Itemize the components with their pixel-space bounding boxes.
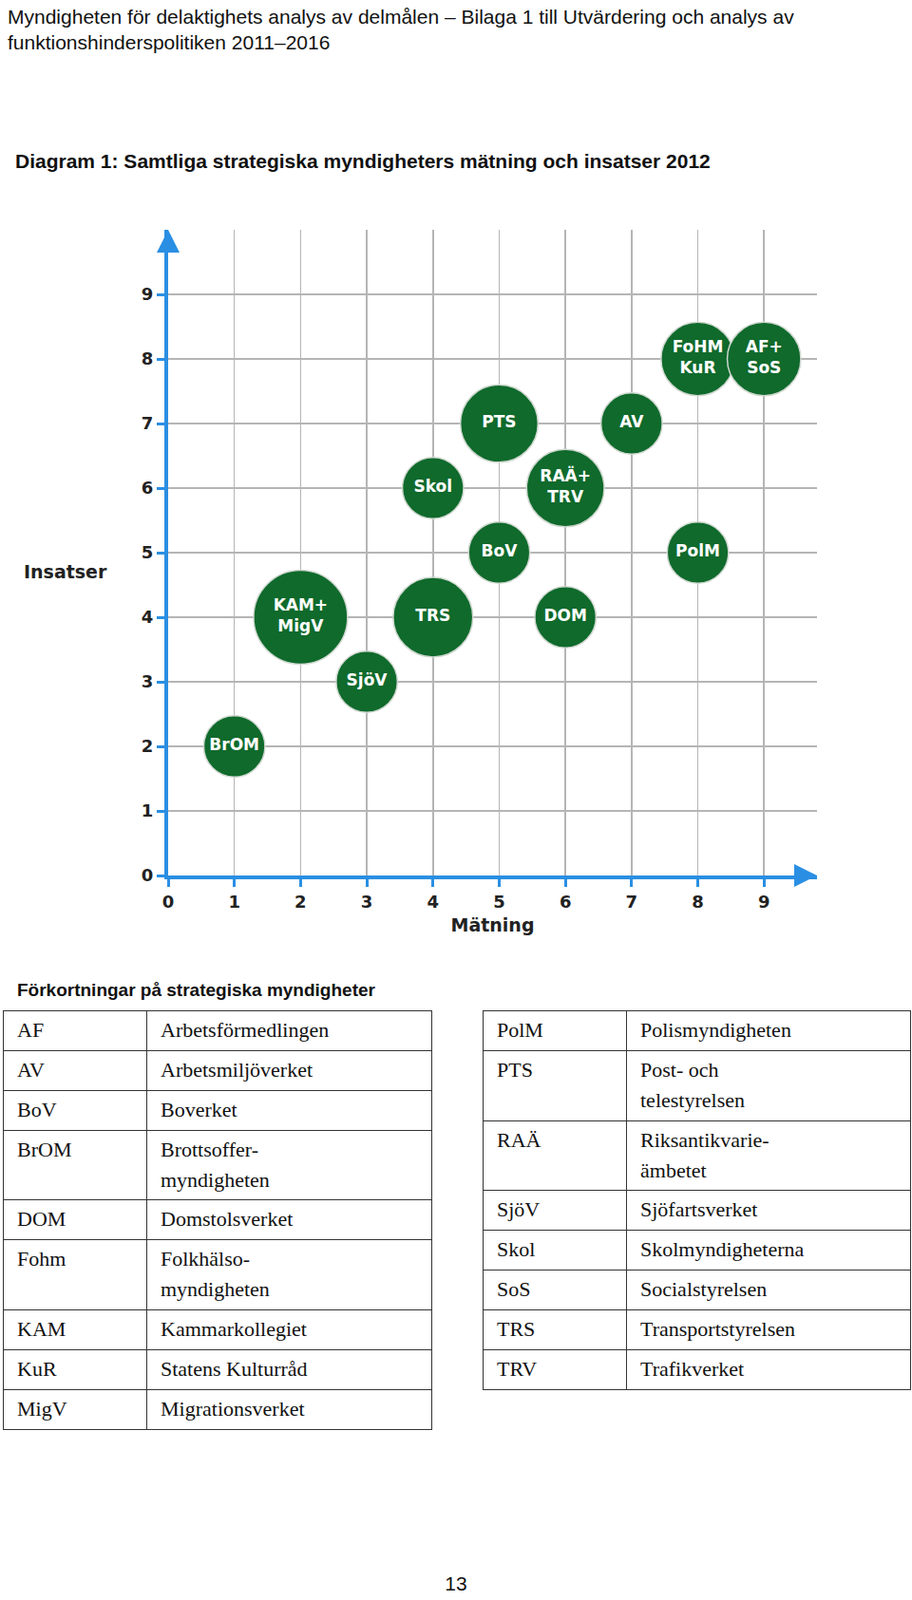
svg-text:AF+SoS: AF+SoS [745,337,783,378]
svg-text:PTS: PTS [481,412,516,432]
html-text:Sjöfartsverket: Sjöfartsverket [640,1198,758,1223]
html-text:Transportstyrelsen: Transportstyrelsen [640,1317,796,1342]
html-text:Boverket: Boverket [160,1098,238,1122]
svg-text:DOM: DOM [543,606,587,626]
html-text:Brottsoffer- myndigheten: Brottsoffer- myndigheten [160,1137,270,1192]
svg-text:8: 8 [691,892,704,912]
svg-text:2: 2 [141,736,154,757]
svg-text:7: 7 [141,413,154,434]
svg-text:Mätning: Mätning [451,914,535,936]
html-text:RAÄ: RAÄ [496,1128,542,1153]
svg-text:6: 6 [141,477,154,498]
html-text:Post- och telestyrelsen: Post- och telestyrelsen [640,1058,745,1113]
html-text:AF: AF [17,1018,44,1043]
svg-text:5: 5 [493,892,506,912]
svg-text:5: 5 [141,542,154,563]
svg-text:KAM+MigV: KAM+MigV [273,595,329,636]
html-text:Skol: Skol [496,1238,536,1262]
svg-text:3: 3 [361,892,374,912]
html-text:PolM: PolM [496,1018,544,1043]
svg-text:TRS: TRS [415,606,451,626]
html-text:SjöV: SjöV [496,1198,540,1223]
html-text:Myndigheten för delaktighets a: Myndigheten för delaktighets analys av d… [7,5,794,54]
html-text:TRV: TRV [496,1357,538,1382]
svg-text:AV: AV [619,412,645,432]
html-text:KuR: KuR [17,1357,57,1382]
html-text:Folkhälso- myndigheten: Folkhälso- myndigheten [160,1247,270,1302]
svg-text:FoHMKuR: FoHMKuR [672,337,724,378]
html-text:DOM: DOM [17,1207,66,1232]
svg-text:0: 0 [141,865,154,886]
svg-text:3: 3 [141,671,154,692]
html-text:Migrationsverket: Migrationsverket [160,1397,305,1422]
html-text:Domstolsverket: Domstolsverket [160,1207,293,1232]
html-text:Skolmyndigheterna: Skolmyndigheterna [640,1238,804,1262]
html-text:Fohm: Fohm [17,1247,66,1272]
svg-text:1: 1 [141,800,154,821]
html-text:Riksantikvarie- ämbetet: Riksantikvarie- ämbetet [640,1128,770,1183]
html-text:Diagram 1: Samtliga strategisk: Diagram 1: Samtliga strategiska myndighe… [15,150,711,172]
html-text:Förkortningar på strategiska m: Förkortningar på strategiska myndigheter [17,980,376,1001]
html-text:Socialstyrelsen: Socialstyrelsen [640,1277,767,1302]
html-text:MigV: MigV [17,1397,68,1422]
svg-text:PolM: PolM [675,541,721,561]
svg-text:9: 9 [758,892,771,912]
svg-text:4: 4 [141,607,154,627]
html-text:Trafikverket: Trafikverket [640,1357,745,1382]
svg-text:0: 0 [162,892,175,912]
svg-text:2: 2 [294,892,307,912]
svg-text:9: 9 [141,284,154,304]
html-text:Arbetsmiljöverket: Arbetsmiljöverket [160,1058,313,1082]
svg-text:7: 7 [626,892,639,912]
html-text:13: 13 [444,1573,468,1596]
html-text:SoS: SoS [496,1277,531,1302]
html-text:KAM: KAM [17,1317,66,1342]
svg-text:1: 1 [228,892,241,912]
html-text:Statens Kulturråd: Statens Kulturråd [160,1357,308,1382]
svg-text:RAÄ+TRV: RAÄ+TRV [539,465,591,507]
html-text:Polismyndigheten: Polismyndigheten [640,1018,792,1043]
svg-text:SjöV: SjöV [346,670,389,690]
svg-text:4: 4 [427,892,440,912]
html-text:BrOM: BrOM [17,1137,72,1162]
svg-text:6: 6 [559,892,572,912]
html-text:Arbetsförmedlingen: Arbetsförmedlingen [160,1018,329,1043]
svg-text:Skol: Skol [413,476,453,496]
svg-text:8: 8 [141,348,154,369]
html-text:PTS: PTS [496,1058,533,1082]
html-text:TRS: TRS [496,1317,536,1342]
svg-text:BoV: BoV [481,541,519,561]
html-text:AV: AV [17,1058,45,1082]
svg-text:BrOM: BrOM [209,735,260,755]
svg-text:Insatser: Insatser [23,561,108,583]
html-text:BoV: BoV [17,1098,57,1122]
html-text:Kammarkollegiet: Kammarkollegiet [160,1317,307,1342]
